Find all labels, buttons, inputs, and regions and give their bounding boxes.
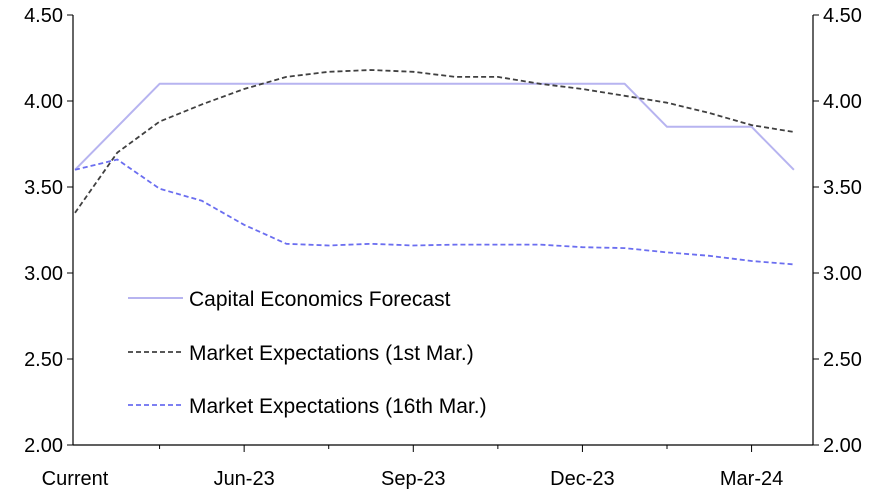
legend-label-2: Market Expectations (1st Mar.) xyxy=(189,342,474,365)
y-tick-label-left: 4.50 xyxy=(24,5,63,27)
x-tick-label: Jun-23 xyxy=(214,468,275,490)
chart-series xyxy=(74,69,795,266)
x-tick-label: Sep-23 xyxy=(381,468,446,490)
legend-label-3: Market Expectations (16th Mar.) xyxy=(189,395,487,418)
y-tick-label-right: 3.50 xyxy=(823,177,862,199)
y-tick-label-left: 4.00 xyxy=(24,91,63,113)
x-tick-label: Current xyxy=(42,468,109,490)
legend-label-1: Capital Economics Forecast xyxy=(189,288,451,311)
x-tick-label: Mar-24 xyxy=(720,468,783,490)
y-tick-label-right: 2.00 xyxy=(823,435,862,457)
chart-legend: Capital Economics Forecast Market Expecta… xyxy=(128,288,487,418)
y-tick-label-left: 2.50 xyxy=(24,349,63,371)
series-line-2 xyxy=(74,69,795,214)
series-line-3 xyxy=(74,158,794,266)
y-tick-label-left: 3.50 xyxy=(24,177,63,199)
x-tick-label: Dec-23 xyxy=(550,468,614,490)
y-tick-label-right: 3.00 xyxy=(823,263,862,285)
y-tick-label-left: 2.00 xyxy=(24,435,63,457)
y-tick-label-left: 3.00 xyxy=(24,263,63,285)
y-tick-label-right: 2.50 xyxy=(823,349,862,371)
y-tick-label-right: 4.00 xyxy=(823,91,862,113)
series-line-1 xyxy=(74,82,795,171)
y-tick-label-right: 4.50 xyxy=(823,5,862,27)
chart-axes: 2.00 2.00 2.50 2.50 3.00 3.00 3.50 3.50 4.00 4.00… xyxy=(24,5,862,490)
